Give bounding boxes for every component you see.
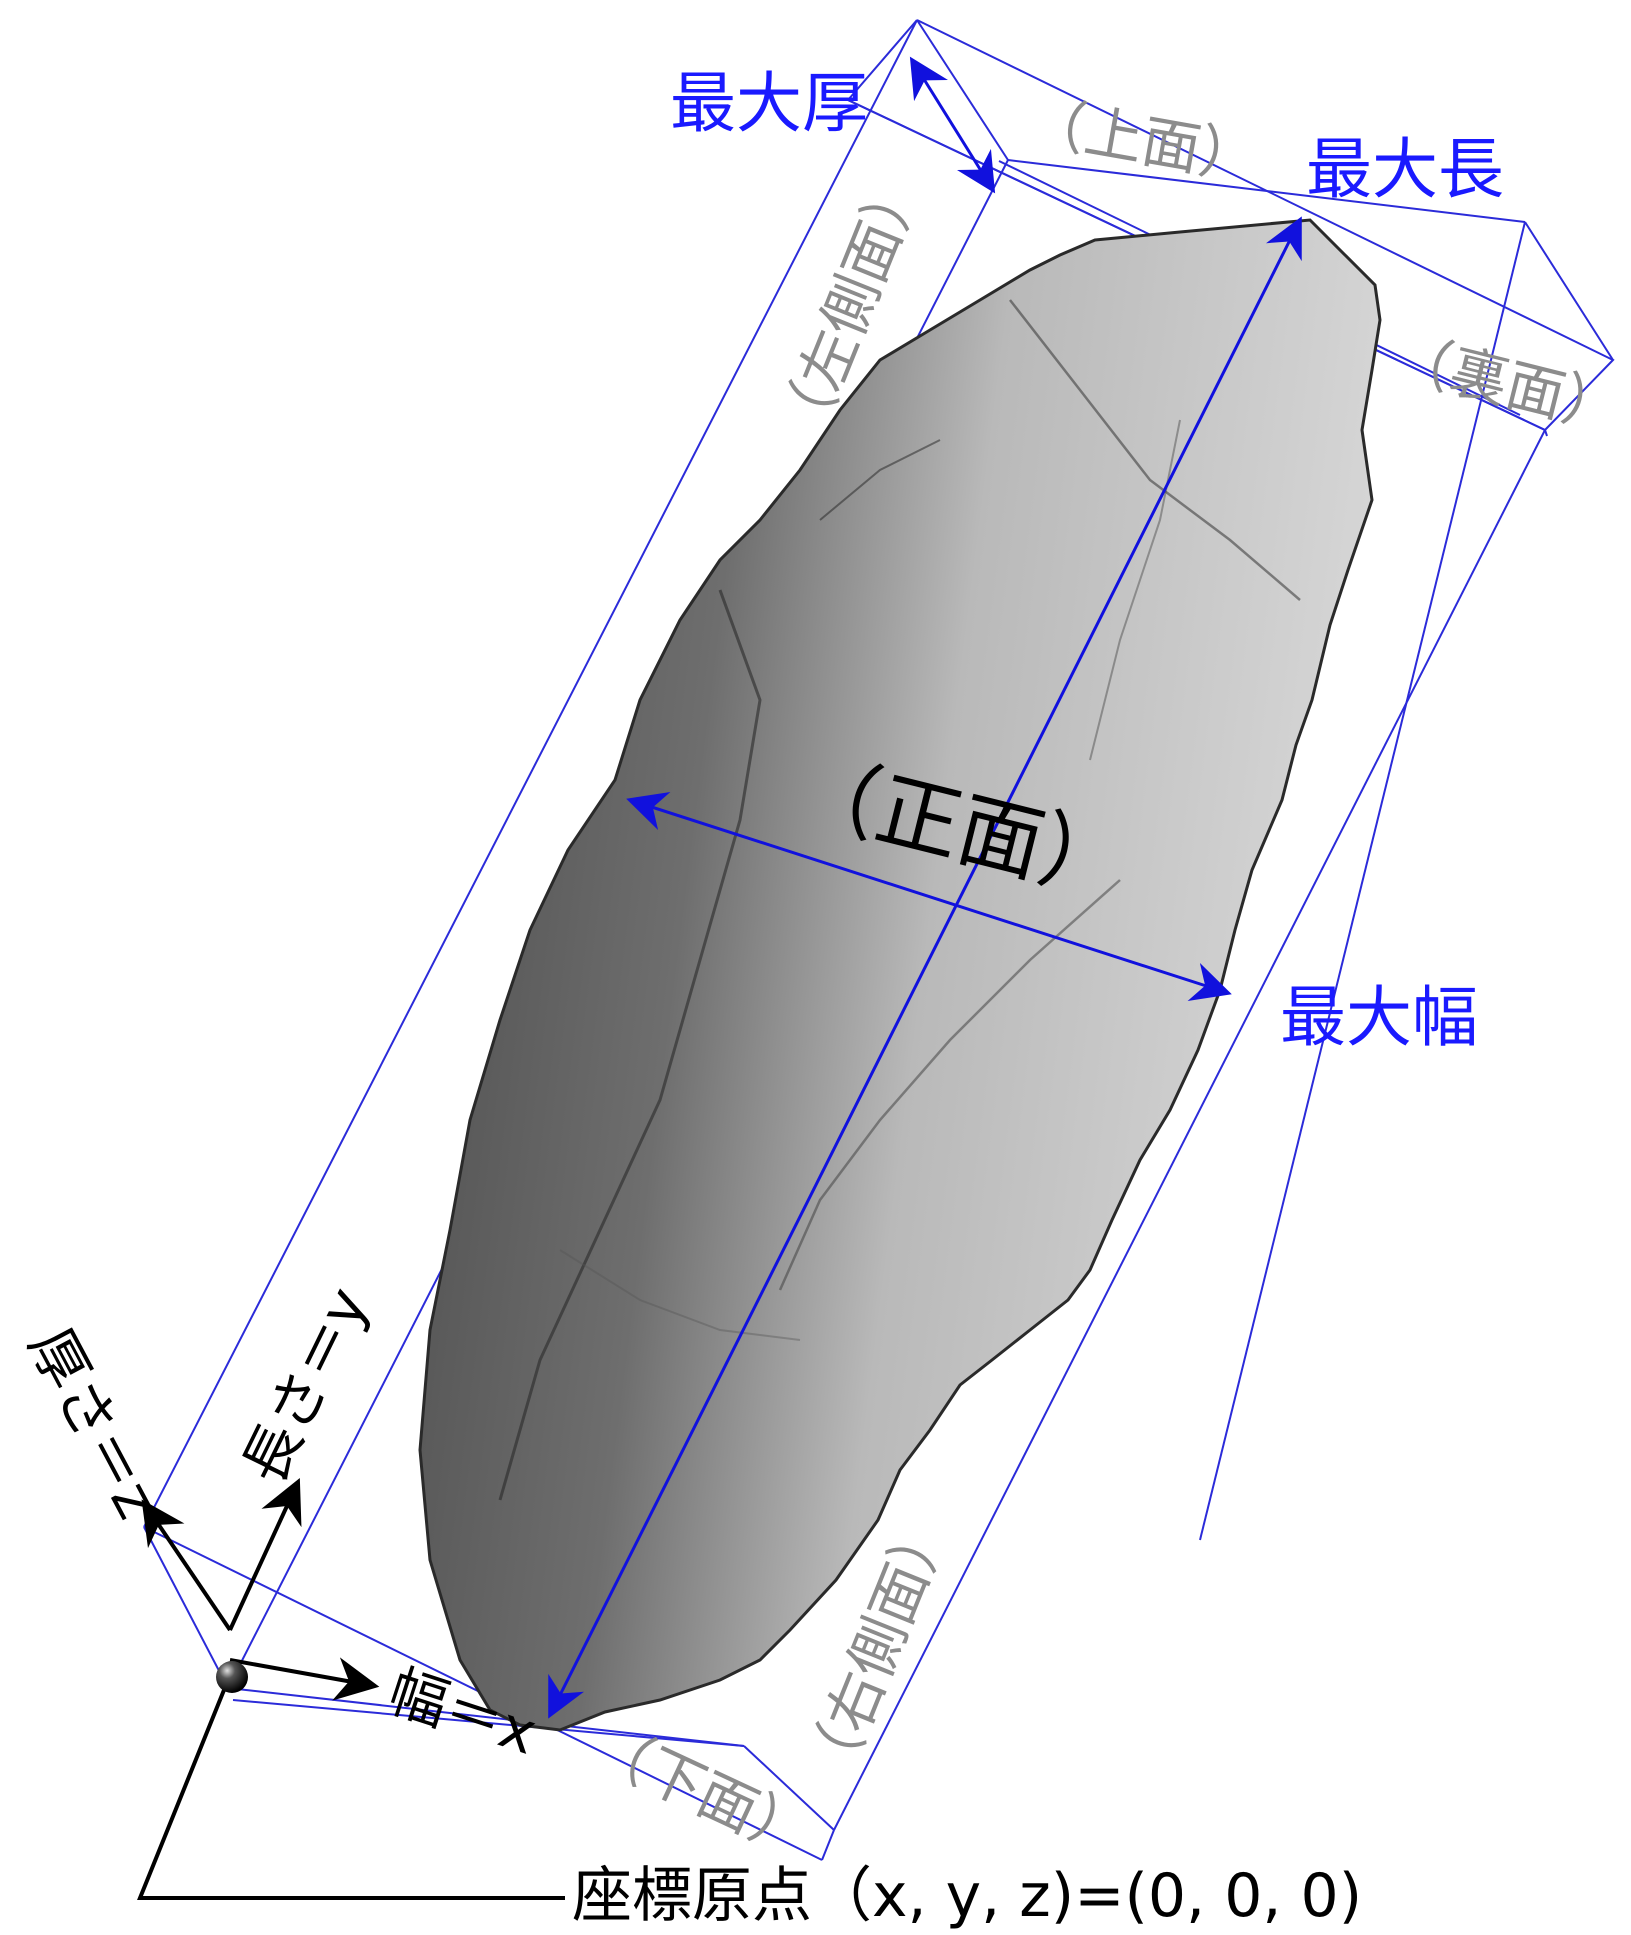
dimension-arrows: [548, 56, 1302, 1719]
max-width-arrow: [626, 792, 1232, 1001]
x-axis-arrow: [229, 1657, 380, 1701]
back-face-label: （裏面）: [1387, 323, 1629, 445]
y-axis-arrow: [228, 1478, 302, 1631]
thickness-axis-label: 厚さ＝z: [16, 1317, 172, 1529]
origin-label: 座標原点（x, y, z)=(0, 0, 0): [572, 1861, 1362, 1931]
length-axis-label: 長さ＝y: [229, 1277, 381, 1494]
black-sphere-icon: [216, 1661, 248, 1693]
max-width-label: 最大幅: [1280, 979, 1478, 1056]
max-length-label: 最大長: [1306, 131, 1504, 208]
top-face-label: （上面）: [1023, 87, 1263, 194]
max-thickness-label: 最大厚: [670, 65, 868, 142]
bottom-face-label: （下面）: [582, 1711, 821, 1871]
coordinate-axes: [137, 1478, 565, 1900]
bounding-box: [143, 19, 1615, 1861]
max-thickness-arrow: [909, 56, 996, 194]
origin-leader-line: [137, 1689, 565, 1900]
z-axis-arrow: [141, 1499, 232, 1632]
